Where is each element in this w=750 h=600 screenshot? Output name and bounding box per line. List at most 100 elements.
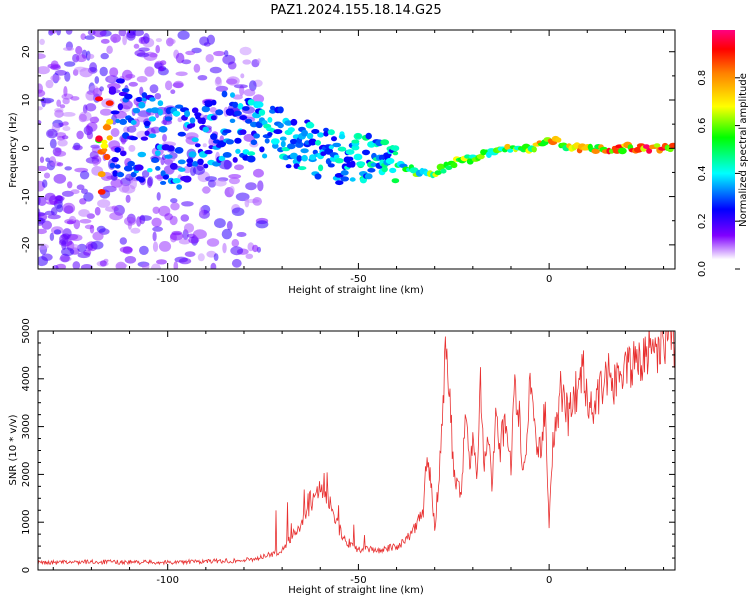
heatmap-speckle: [130, 227, 141, 234]
heatmap-speckle: [64, 166, 72, 171]
heatmap-speckle: [128, 81, 138, 87]
colorbar-axis: 0.0 0.2 0.4 0.6 0.8: [697, 70, 740, 277]
heatmap-speckle: [134, 49, 146, 57]
heatmap-speckle: [139, 245, 149, 255]
heatmap-ridge-cell: [643, 144, 650, 150]
heatmap-ridge-cell: [338, 134, 346, 140]
heatmap-speckle: [75, 54, 87, 63]
heatmap-ridge-cell: [504, 143, 511, 150]
heatmap-speckle: [119, 246, 133, 253]
heatmap-ridge-cell: [172, 178, 181, 184]
heatmap-speckle: [170, 198, 178, 204]
heatmap-ridge-cell: [134, 164, 144, 171]
heatmap-ridge-cell: [167, 145, 175, 152]
heatmap-ridge-cell: [247, 151, 256, 156]
heatmap-speckle: [144, 66, 155, 77]
heatmap-ridge-cell: [351, 139, 360, 144]
heatmap-ridge-cell: [211, 99, 217, 106]
heatmap-speckle: [89, 62, 97, 73]
heatmap-speckle: [252, 94, 265, 104]
heatmap-ridge-cell: [189, 117, 196, 124]
heatmap-ridge-cell: [308, 138, 317, 146]
heatmap-ridge-cell: [114, 164, 121, 169]
heatmap-speckle: [156, 259, 167, 265]
heatmap-ridge-cell: [154, 150, 161, 157]
heatmap-ridge-cell: [392, 151, 399, 156]
heatmap-ridge-cell: [267, 132, 273, 137]
heatmap-ridge-cell: [317, 132, 324, 138]
heatmap-speckle: [53, 173, 67, 184]
heatmap-speckle: [242, 59, 252, 65]
heatmap-speckle: [183, 165, 192, 174]
heatmap-ridge-cell: [280, 140, 286, 148]
heatmap-speckle: [164, 213, 173, 221]
heatmap-ridge-cell: [101, 139, 108, 145]
heatmap-ridge-cell: [95, 96, 103, 102]
heatmap-speckle: [150, 126, 161, 134]
heatmap-ridge-cell: [233, 110, 242, 117]
snr-panel: -100 -50 0 0 1000 2000 3000 4000 5000 Height of …: [8, 318, 676, 596]
heatmap-speckle: [243, 88, 256, 97]
heatmap-ridge-cell: [110, 110, 120, 115]
heatmap-ridge-cell: [204, 100, 213, 105]
heatmap-ridge-cell: [172, 110, 181, 117]
heatmap-speckle: [156, 192, 161, 201]
heatmap-ridge-cell: [204, 149, 213, 155]
heatmap-ridge-cell: [127, 160, 135, 167]
heatmap-ridge-cell: [327, 163, 335, 168]
heatmap-speckle: [154, 93, 162, 100]
heatmap-ridge-cell: [380, 139, 390, 146]
heatmap-speckle: [89, 151, 99, 160]
heatmap-ridge-cell: [335, 180, 344, 186]
heatmap-ridge-cell: [117, 103, 124, 111]
heatmap-ridge-cell: [137, 151, 147, 158]
heatmap-speckle: [245, 182, 257, 191]
heatmap-ridge-cell: [391, 145, 400, 152]
heatmap-speckle: [231, 258, 242, 268]
heatmap-speckle: [252, 244, 259, 253]
spectrogram-y-tick-label: -20: [21, 237, 32, 253]
heatmap-ridge-cell: [445, 165, 453, 171]
heatmap-speckle: [136, 216, 142, 227]
heatmap-ridge-cell: [618, 147, 627, 155]
heatmap-speckle: [228, 174, 242, 179]
heatmap-speckle: [84, 35, 95, 40]
heatmap-ridge-cell: [337, 146, 347, 152]
colorbar-tick-label: 0.6: [697, 118, 708, 134]
heatmap-speckle: [141, 263, 150, 269]
heatmap-ridge-cell: [169, 162, 178, 170]
heatmap-ridge-cell: [164, 116, 173, 121]
heatmap-ridge-cell: [507, 148, 514, 153]
spectrogram-y-tick-label: -10: [21, 188, 32, 204]
heatmap-ridge-cell: [464, 154, 471, 159]
heatmap-speckle: [65, 30, 73, 35]
heatmap-speckle: [213, 253, 219, 261]
heatmap-speckle: [206, 250, 217, 258]
heatmap-speckle: [126, 125, 137, 133]
spectrogram-x-tick-label: -50: [350, 274, 366, 285]
heatmap-speckle: [53, 229, 62, 235]
heatmap-ridge-cell: [287, 143, 296, 150]
heatmap-speckle: [102, 185, 117, 193]
heatmap-speckle: [83, 192, 94, 202]
heatmap-speckle: [207, 179, 217, 188]
snr-x-tick-label: -100: [156, 575, 179, 586]
heatmap-speckle: [38, 196, 47, 206]
colorbar-gradient: [712, 30, 735, 269]
heatmap-speckle: [70, 189, 80, 195]
heatmap-speckle: [249, 80, 257, 92]
heatmap-ridge-cell: [367, 168, 376, 173]
heatmap-speckle: [133, 43, 140, 49]
heatmap-speckle: [85, 103, 97, 112]
heatmap-ridge-cell: [222, 129, 232, 134]
heatmap-ridge-cell: [531, 146, 537, 153]
heatmap-speckle: [192, 165, 205, 175]
heatmap-speckle: [226, 76, 240, 86]
heatmap-ridge-cell: [191, 137, 199, 142]
heatmap-speckle: [185, 50, 196, 56]
heatmap-ridge-cell: [148, 133, 157, 139]
colorbar-label: Normalized spectral amplitude: [738, 73, 749, 227]
heatmap-speckle: [38, 66, 50, 75]
heatmap-speckle: [257, 180, 264, 192]
heatmap-ridge-cell: [311, 129, 320, 134]
